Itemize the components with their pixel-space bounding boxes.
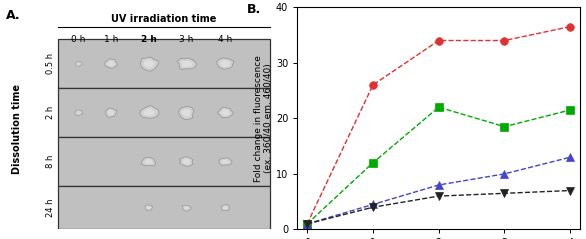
Bar	[59, 186, 270, 229]
0.5 h	[501, 39, 508, 42]
Polygon shape	[144, 60, 155, 68]
2 h	[567, 109, 574, 111]
Line: 0.5 h: 0.5 h	[304, 23, 574, 228]
Polygon shape	[141, 157, 156, 166]
Polygon shape	[107, 61, 115, 67]
2 h	[435, 106, 442, 109]
0.5 h	[369, 84, 376, 87]
Polygon shape	[223, 206, 228, 210]
0.5 h	[567, 25, 574, 28]
Polygon shape	[105, 108, 117, 118]
Line: 2 h: 2 h	[304, 103, 574, 228]
Polygon shape	[140, 57, 158, 71]
24 h	[567, 189, 574, 192]
Text: 3 h: 3 h	[179, 35, 193, 44]
Polygon shape	[108, 110, 115, 116]
Polygon shape	[217, 58, 234, 69]
Bar	[59, 88, 270, 137]
Text: UV irradiation time: UV irradiation time	[111, 14, 217, 24]
Text: Dissolution time: Dissolution time	[12, 84, 22, 174]
Y-axis label: Fold change in fluorescence
(ex. 360/40 em. 460/40): Fold change in fluorescence (ex. 360/40 …	[254, 55, 273, 182]
0.5 h	[304, 223, 311, 225]
Text: 1 h: 1 h	[104, 35, 118, 44]
Polygon shape	[217, 107, 234, 118]
24 h	[369, 206, 376, 209]
Polygon shape	[144, 159, 153, 164]
Line: 24 h: 24 h	[304, 187, 574, 228]
Text: 0 h: 0 h	[71, 35, 86, 44]
Polygon shape	[177, 58, 197, 69]
Polygon shape	[220, 109, 230, 116]
Polygon shape	[180, 60, 193, 67]
Text: B.: B.	[246, 3, 261, 16]
8 h	[369, 203, 376, 206]
Bar	[59, 137, 270, 186]
24 h	[435, 195, 442, 197]
Line: 8 h: 8 h	[304, 153, 574, 228]
24 h	[501, 192, 508, 195]
Polygon shape	[104, 59, 117, 69]
Polygon shape	[144, 108, 155, 116]
Text: 2 h: 2 h	[46, 106, 55, 119]
Polygon shape	[76, 111, 81, 114]
Polygon shape	[222, 159, 229, 164]
Polygon shape	[146, 206, 151, 209]
8 h	[304, 223, 311, 225]
8 h	[435, 184, 442, 186]
2 h	[501, 125, 508, 128]
Text: 8 h: 8 h	[46, 155, 55, 168]
8 h	[501, 173, 508, 175]
Text: 24 h: 24 h	[46, 199, 55, 217]
Polygon shape	[75, 110, 83, 116]
8 h	[567, 156, 574, 159]
Polygon shape	[179, 157, 193, 167]
0.5 h	[435, 39, 442, 42]
Polygon shape	[145, 205, 152, 211]
Text: 2 h: 2 h	[141, 35, 156, 44]
Polygon shape	[140, 105, 159, 118]
Text: 4 h: 4 h	[218, 35, 233, 44]
Polygon shape	[182, 205, 191, 211]
Polygon shape	[221, 205, 230, 211]
Polygon shape	[219, 158, 232, 165]
Text: 0.5 h: 0.5 h	[46, 53, 55, 74]
2 h	[369, 161, 376, 164]
Polygon shape	[179, 107, 194, 120]
Polygon shape	[184, 206, 189, 210]
Polygon shape	[182, 109, 191, 117]
24 h	[304, 223, 311, 225]
Polygon shape	[220, 60, 231, 67]
Text: A.: A.	[6, 9, 21, 22]
Polygon shape	[76, 61, 82, 67]
2 h	[304, 223, 311, 225]
Bar	[59, 39, 270, 88]
Polygon shape	[77, 62, 81, 65]
Polygon shape	[182, 159, 190, 164]
